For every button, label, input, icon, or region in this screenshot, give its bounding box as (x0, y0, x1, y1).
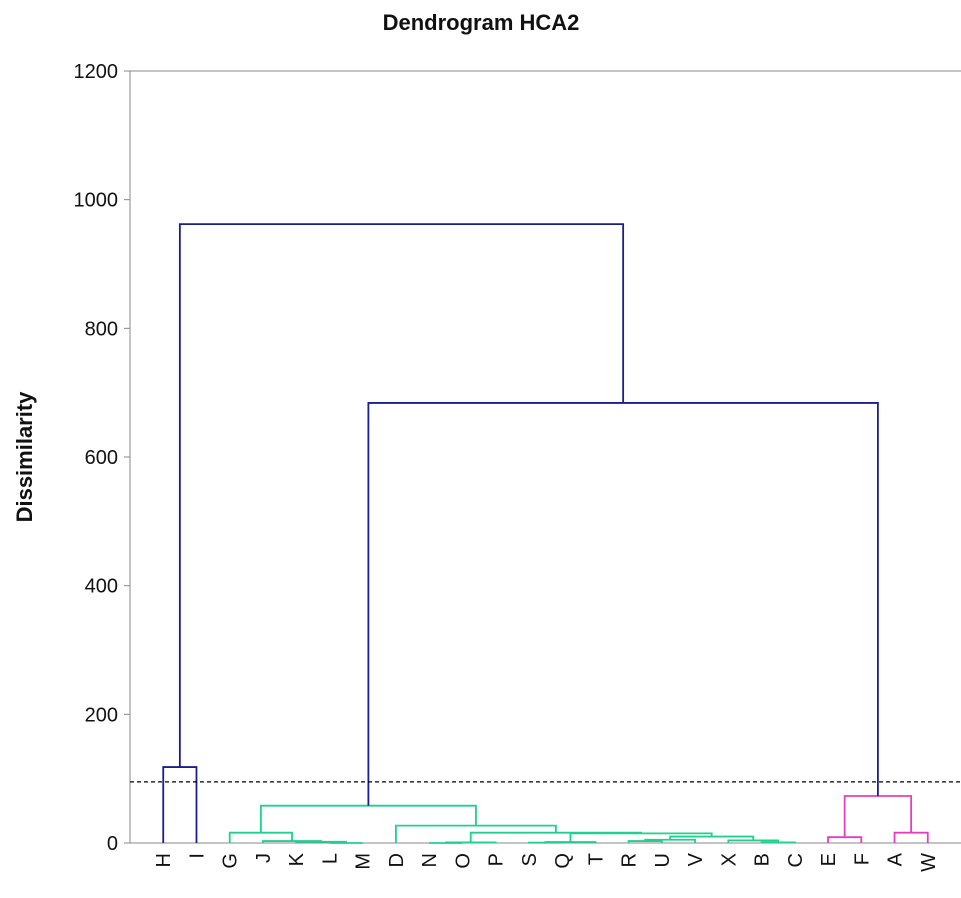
x-tick-label: C (785, 853, 807, 867)
dendrogram-link (180, 224, 623, 767)
dendrogram-link (261, 806, 476, 833)
x-tick-label: V (685, 852, 707, 866)
x-tick-label: M (353, 853, 375, 870)
x-tick-label: E (818, 853, 840, 866)
x-tick-label: X (718, 853, 740, 866)
y-tick-label: 0 (107, 833, 118, 855)
dendrogram-link (762, 842, 795, 843)
dendrogram-link (845, 796, 911, 837)
x-tick-label: K (286, 852, 308, 866)
x-tick-label: P (486, 853, 508, 866)
x-tick-label: O (452, 853, 474, 869)
x-tick-label: L (319, 853, 341, 864)
dendrogram-link (368, 403, 878, 806)
x-tick-label: T (585, 853, 607, 865)
x-tick-label: A (885, 852, 907, 866)
dendrogram-link (396, 826, 556, 843)
dendrogram-link (546, 842, 596, 843)
y-tick-label: 800 (85, 318, 118, 340)
y-tick-label: 600 (85, 447, 118, 469)
x-tick-label: Q (552, 853, 574, 869)
x-tick-label: B (752, 853, 774, 866)
x-tick-label: S (519, 853, 541, 866)
x-tick-label: R (619, 853, 641, 867)
x-tick-label: F (851, 853, 873, 865)
x-tick-label: U (652, 853, 674, 867)
dendrogram-link (828, 837, 861, 843)
dendrogram-link (895, 833, 928, 843)
chart-title: Dendrogram HCA2 (383, 10, 580, 35)
x-tick-label: I (186, 853, 208, 859)
x-tick-label: N (419, 853, 441, 867)
dendrogram-link (446, 842, 496, 843)
y-tick-label: 400 (85, 576, 118, 598)
y-axis-label: Dissimilarity (12, 391, 37, 523)
x-tick-label: H (153, 853, 175, 867)
x-tick-label: D (386, 853, 408, 867)
dendrogram-link (163, 767, 196, 843)
x-tick-label: J (253, 853, 275, 863)
y-tick-label: 200 (85, 704, 118, 726)
x-tick-label: W (918, 853, 940, 872)
x-tick-label: G (220, 853, 242, 869)
y-tick-label: 1000 (74, 190, 119, 212)
y-tick-label: 1200 (74, 61, 119, 83)
